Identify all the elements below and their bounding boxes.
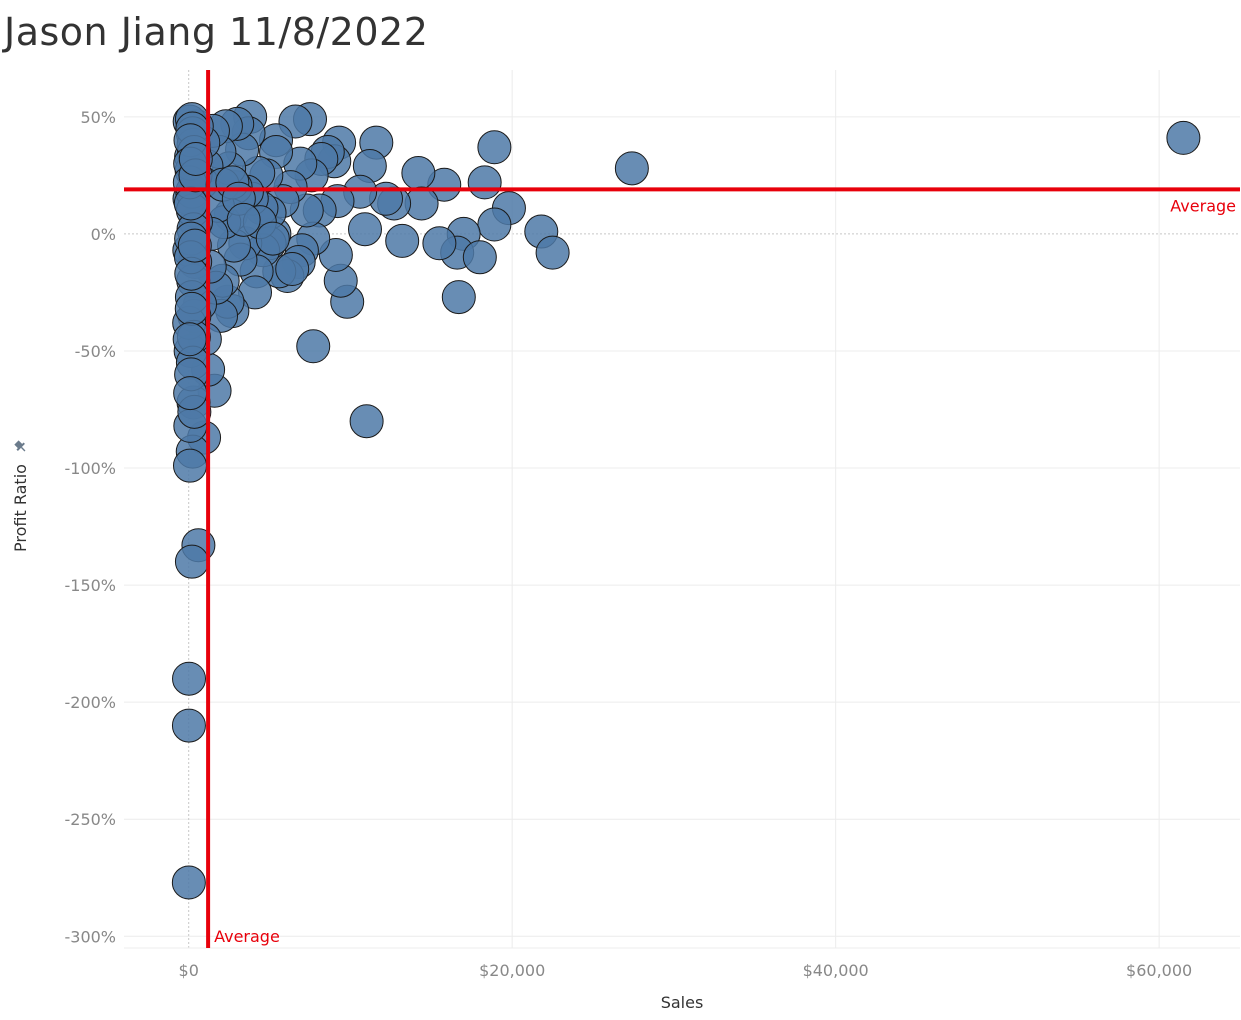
data-point — [226, 202, 261, 237]
y-average-label: Average — [1170, 196, 1236, 215]
data-point — [535, 235, 570, 270]
y-tick-label: -50% — [75, 342, 116, 361]
y-tick-label: -200% — [64, 693, 116, 712]
data-point — [275, 252, 310, 287]
data-point — [385, 223, 420, 258]
reference-lines: Average Average — [124, 70, 1240, 948]
data-point — [174, 544, 209, 579]
y-axis-title: Profit Ratio — [11, 464, 30, 552]
y-axis-title-group: Profit Ratio — [11, 440, 30, 552]
x-axis-ticks: $0 $20,000 $40,000 $60,000 — [179, 961, 1193, 980]
x-average-label: Average — [214, 927, 280, 946]
data-point — [477, 207, 512, 242]
x-tick-label: $60,000 — [1126, 961, 1192, 980]
data-point — [467, 165, 502, 200]
x-tick-label: $40,000 — [803, 961, 869, 980]
data-point — [173, 376, 208, 411]
data-point — [174, 291, 209, 326]
x-tick-label: $20,000 — [479, 961, 545, 980]
y-tick-label: -150% — [64, 576, 116, 595]
y-tick-label: -100% — [64, 459, 116, 478]
y-tick-label: 50% — [80, 108, 116, 127]
data-point — [178, 141, 213, 176]
data-point — [441, 280, 476, 315]
pin-icon — [14, 440, 26, 452]
y-tick-label: -300% — [64, 927, 116, 946]
x-axis-title: Sales — [661, 993, 704, 1012]
points-layer — [171, 99, 1201, 900]
data-point — [401, 156, 436, 191]
data-point — [347, 212, 382, 247]
data-point — [173, 186, 208, 221]
data-point — [172, 661, 207, 696]
data-point — [255, 221, 290, 256]
data-point — [477, 130, 512, 165]
y-tick-label: -250% — [64, 810, 116, 829]
data-point — [614, 151, 649, 186]
data-point — [172, 322, 207, 357]
x-tick-label: $0 — [179, 961, 199, 980]
y-tick-label: 0% — [91, 225, 116, 244]
data-point — [171, 708, 206, 743]
data-point — [1166, 120, 1201, 155]
data-point — [349, 404, 384, 439]
y-axis-ticks: 50% 0% -50% -100% -150% -200% -250% -300% — [64, 108, 116, 946]
data-point — [462, 240, 497, 275]
data-point — [296, 329, 331, 364]
data-point — [422, 226, 457, 261]
data-point — [177, 228, 212, 263]
data-point — [171, 865, 206, 900]
page-title: Jason Jiang 11/8/2022 — [4, 10, 429, 54]
data-point — [172, 448, 207, 483]
